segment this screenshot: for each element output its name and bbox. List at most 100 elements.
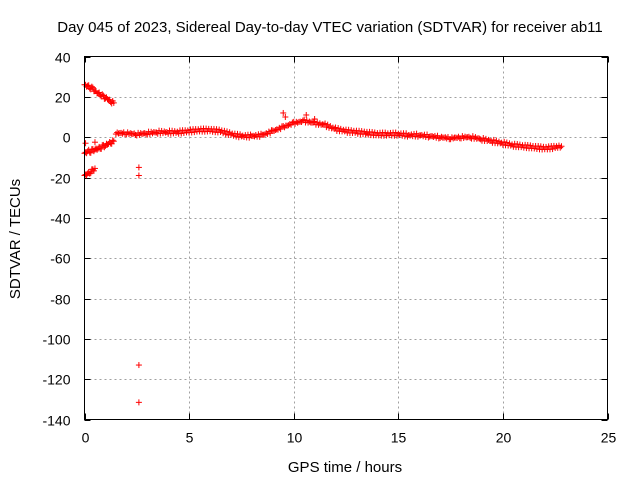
data-point — [98, 145, 105, 152]
data-point — [371, 129, 378, 136]
data-point — [129, 131, 136, 138]
data-point — [162, 129, 169, 136]
data-point — [303, 111, 310, 118]
y-tick-label: 20 — [55, 90, 71, 106]
data-point — [118, 129, 125, 136]
x-tick-label: 20 — [496, 430, 512, 446]
data-point — [469, 133, 476, 140]
data-point — [358, 128, 365, 135]
data-point — [289, 119, 296, 126]
data-point — [332, 124, 339, 131]
plot-frame — [84, 56, 608, 420]
data-point — [109, 137, 116, 144]
data-point — [516, 141, 523, 148]
y-tick-label: -40 — [50, 211, 70, 227]
y-tick-label: -120 — [42, 372, 70, 388]
data-point — [414, 133, 421, 140]
y-tick-label: -100 — [42, 332, 70, 348]
data-point — [135, 172, 142, 179]
data-point — [405, 131, 412, 138]
data-point — [88, 83, 95, 90]
y-tick-label: -140 — [42, 413, 70, 429]
data-point — [280, 109, 287, 116]
data-point — [99, 91, 106, 98]
data-point — [503, 139, 510, 146]
data-point — [460, 134, 467, 141]
data-point — [392, 129, 399, 136]
data-point — [89, 84, 96, 91]
data-point — [87, 149, 94, 156]
data-point — [250, 132, 257, 139]
data-point — [96, 89, 103, 96]
data-point — [85, 82, 92, 89]
data-point — [493, 137, 500, 144]
y-tick-label: 0 — [63, 130, 71, 146]
data-point — [382, 129, 389, 136]
data-point — [282, 114, 289, 120]
y-tick-label: -60 — [50, 251, 70, 267]
x-tick-label: 5 — [186, 430, 194, 446]
data-point — [235, 134, 242, 141]
data-point — [149, 130, 156, 137]
data-point — [233, 133, 240, 140]
data-point — [82, 140, 89, 147]
data-point — [224, 128, 231, 135]
data-point — [135, 362, 142, 369]
y-tick-label: 40 — [55, 50, 71, 66]
x-tick-label: 15 — [391, 430, 407, 446]
data-point — [85, 146, 92, 153]
data-point — [133, 132, 140, 139]
data-point — [301, 116, 308, 123]
data-point — [239, 132, 246, 139]
data-point — [227, 131, 234, 138]
data-point — [91, 165, 98, 172]
data-point — [294, 119, 301, 126]
data-point — [180, 130, 187, 137]
data-point — [363, 130, 370, 137]
data-point — [501, 138, 508, 145]
y-axis-label: SDTVAR / TECUs — [7, 179, 24, 299]
data-point — [276, 124, 283, 131]
data-point — [477, 136, 484, 143]
data-point — [514, 141, 521, 148]
data-point — [485, 136, 492, 143]
data-point — [258, 130, 265, 137]
axis-ticks: -140 -120 -100 -80 -60 -40 -20 0 20 40 0 5 10 15 20 25 — [42, 50, 616, 446]
data-point — [238, 133, 245, 140]
chart-title: Day 045 of 2023, Sidereal Day-to-day VTE… — [57, 19, 603, 36]
data-point — [490, 136, 497, 143]
data-point — [221, 127, 228, 134]
x-tick-label: 0 — [82, 430, 90, 446]
data-point — [267, 130, 274, 137]
data-point — [306, 118, 313, 125]
data-point — [144, 131, 151, 138]
data-point — [322, 120, 329, 127]
data-point — [141, 130, 148, 137]
data-point — [348, 127, 355, 134]
data-point — [222, 131, 229, 138]
data-point — [91, 139, 98, 146]
data-point — [480, 134, 487, 141]
data-point — [337, 125, 344, 132]
data-point — [110, 99, 117, 106]
data-point — [110, 138, 117, 145]
data-point — [557, 144, 564, 151]
data-point — [191, 129, 198, 136]
data-point — [173, 129, 180, 136]
data-point — [161, 128, 168, 135]
data-point — [101, 144, 108, 151]
data-points — [81, 81, 565, 406]
data-point — [425, 134, 432, 141]
data-point — [112, 131, 119, 138]
data-point — [135, 164, 142, 171]
data-point — [558, 143, 565, 150]
data-point — [324, 121, 331, 128]
x-axis-label: GPS time / hours — [288, 459, 402, 476]
y-tick-label: -20 — [50, 171, 70, 187]
data-point — [135, 399, 142, 406]
data-point — [430, 133, 437, 140]
data-point — [119, 130, 126, 137]
data-point — [443, 135, 450, 142]
data-point — [311, 116, 318, 123]
